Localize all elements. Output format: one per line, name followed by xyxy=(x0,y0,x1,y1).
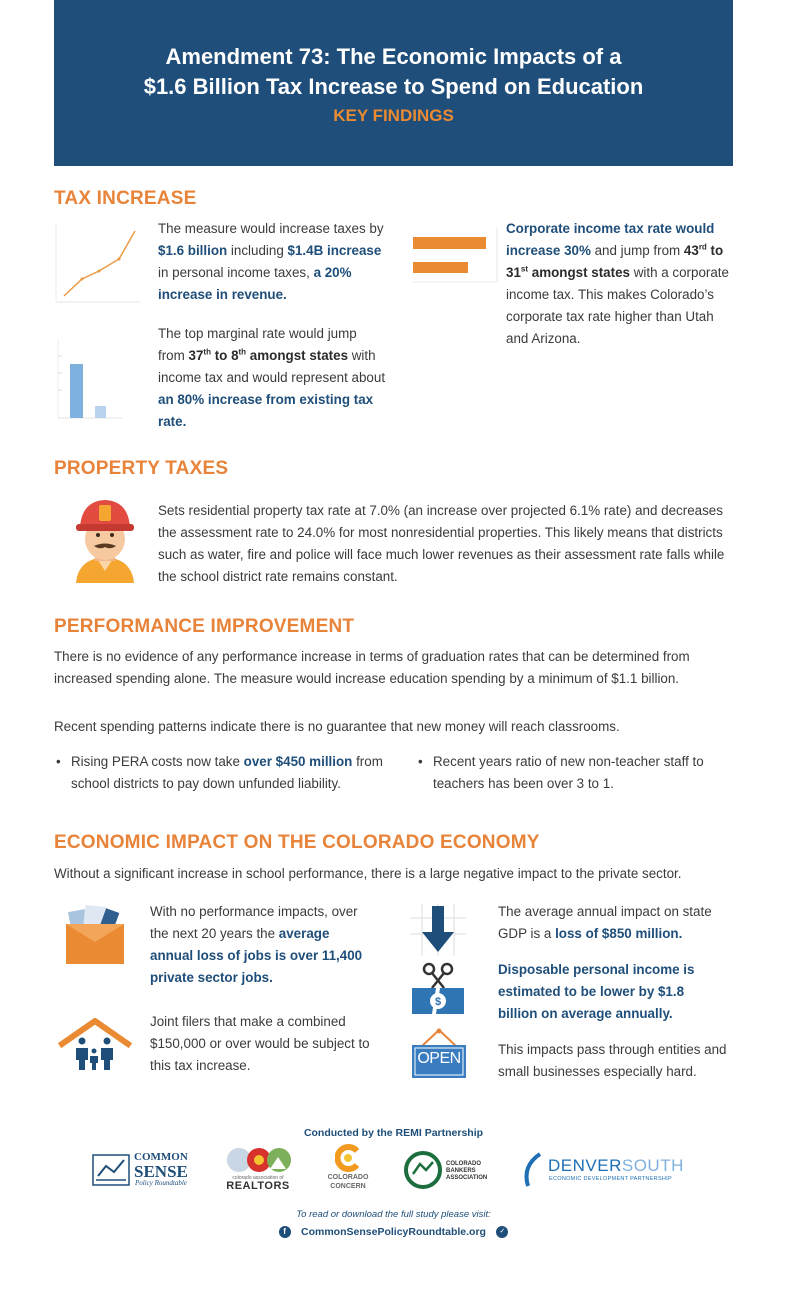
scissors-money-icon: $ xyxy=(412,962,464,1014)
pass-through-text: This impacts pass through entities and s… xyxy=(498,1042,727,1079)
bankers-emblem-icon xyxy=(404,1151,442,1189)
mountain-circles-icon xyxy=(227,1148,291,1172)
staff-ratio-bullet: Recent years ratio of new non-teacher st… xyxy=(416,751,716,795)
denver-south-logo: DENVERSOUTH ECONOMIC DEVELOPMENT PARTNER… xyxy=(518,1152,693,1188)
spending-patterns-text: Recent spending patterns indicate there … xyxy=(54,719,620,734)
capitol-icon xyxy=(92,1154,130,1186)
list-item: Recent years ratio of new non-teacher st… xyxy=(416,751,716,795)
bar-chart-icon xyxy=(57,340,122,419)
conducted-by-label: Conducted by the REMI Partnership xyxy=(303,1127,484,1139)
twitter-icon[interactable]: ✓ xyxy=(496,1225,509,1238)
envelope-money-icon xyxy=(66,904,124,964)
header-banner: Amendment 73: The Economic Impacts of a … xyxy=(54,0,733,166)
tax-increase-text: The measure would increase taxes by $1.6… xyxy=(158,221,384,302)
disposable-income-text: Disposable personal income is estimated … xyxy=(498,962,695,1021)
down-arrow-chart-icon xyxy=(410,904,466,956)
key-findings-label: KEY FINDINGS xyxy=(333,106,454,125)
section-heading-property-taxes: PROPERTY TAXES xyxy=(54,458,229,479)
colorado-concern-logo: COLORADO CONCERN xyxy=(322,1143,374,1195)
denver-south-swoosh-icon xyxy=(524,1152,542,1187)
jobs-loss-text: With no performance impacts, over the ne… xyxy=(150,904,363,985)
website-link[interactable]: CommonSensePolicyRoundtable.org xyxy=(301,1225,486,1238)
facebook-icon[interactable]: f xyxy=(278,1225,291,1238)
corporate-tax-text: Corporate income tax rate would increase… xyxy=(506,221,729,346)
top-marginal-rate-text: The top marginal rate would jump from 37… xyxy=(158,326,386,429)
colorado-bankers-logo: COLORADO BANKERS ASSOCIATION xyxy=(404,1150,500,1190)
firefighter-icon xyxy=(76,500,134,583)
list-item: Rising PERA costs now take over $450 mil… xyxy=(54,751,404,795)
common-sense-logo: COMMON SENSE Policy Roundtable xyxy=(92,1151,192,1189)
line-chart-icon xyxy=(55,224,140,303)
property-taxes-text: Sets residential property tax rate at 7.… xyxy=(158,503,725,584)
gdp-impact-text: The average annual impact on state GDP i… xyxy=(498,904,712,941)
open-sign-label: OPEN xyxy=(417,1050,461,1067)
visit-label: To read or download the full study pleas… xyxy=(296,1209,491,1220)
horizontal-bar-icon xyxy=(413,228,498,283)
open-sign-icon xyxy=(412,1028,466,1078)
pera-bullet: Rising PERA costs now take over $450 mil… xyxy=(54,751,404,795)
family-home-icon xyxy=(58,1018,132,1070)
joint-filers-text: Joint filers that make a combined $150,0… xyxy=(150,1014,370,1073)
footer-link-row: f CommonSensePolicyRoundtable.org ✓ xyxy=(0,1223,787,1239)
svg-text:$: $ xyxy=(435,996,441,1008)
realtors-logo: colorado association of REALTORS xyxy=(222,1145,294,1193)
section-heading-performance: PERFORMANCE IMPROVEMENT xyxy=(54,616,355,637)
page-title: Amendment 73: The Economic Impacts of a … xyxy=(143,44,644,99)
economic-intro-text: Without a significant increase in school… xyxy=(54,866,682,881)
performance-paragraph: There is no evidence of any performance … xyxy=(54,649,690,686)
section-heading-tax-increase: TAX INCREASE xyxy=(54,188,197,209)
section-heading-economic-impact: ECONOMIC IMPACT ON THE COLORADO ECONOMY xyxy=(54,832,540,853)
colorado-c-icon xyxy=(335,1144,360,1172)
